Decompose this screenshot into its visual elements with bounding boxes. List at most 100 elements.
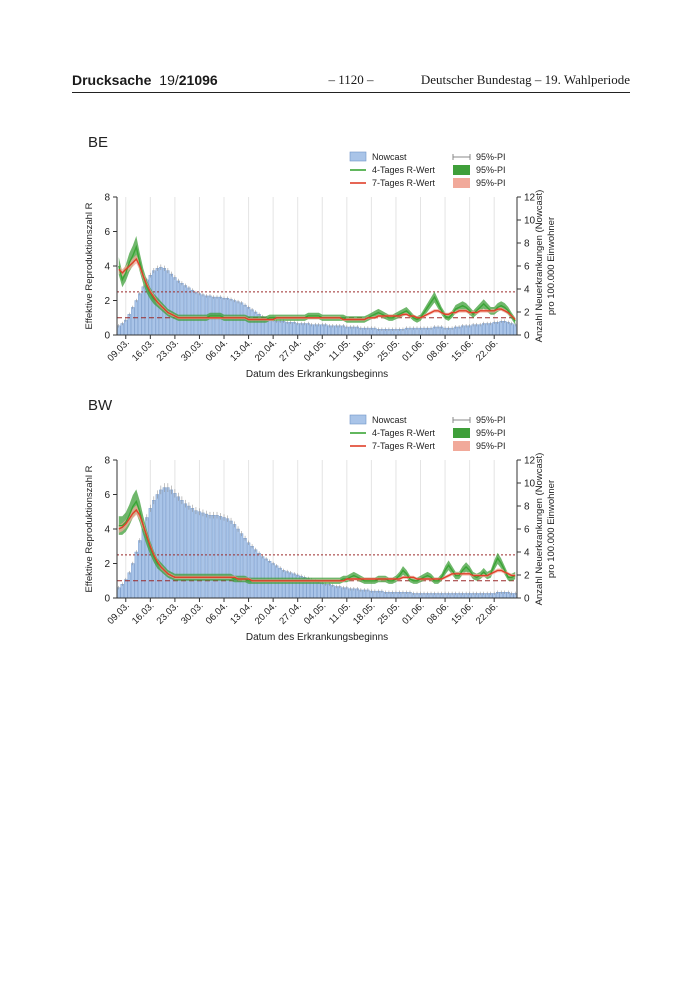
left-tick-label: 8 (104, 456, 110, 467)
x-tick-label: 27.04. (277, 600, 303, 626)
right-tick-label: 12 (524, 193, 536, 204)
nowcast-bar (225, 518, 230, 599)
x-tick-label: 20.04. (253, 600, 279, 626)
nowcast-bar (201, 512, 205, 599)
left-tick-label: 6 (104, 490, 110, 501)
legend-label-pi-r4: 95%-PI (476, 428, 506, 438)
legend-swatch-nowcast (349, 414, 367, 425)
document-number: Drucksache 19/21096 (72, 72, 218, 88)
nowcast-bar (176, 496, 181, 599)
right-tick-label: 4 (524, 285, 530, 296)
nowcast-bar (492, 322, 496, 336)
nowcast-bar (218, 516, 223, 599)
nowcast-bar (155, 494, 160, 599)
x-tick-label: 06.04. (204, 337, 230, 363)
nowcast-bar (120, 583, 124, 599)
legend-label-pi-bar: 95%-PI (476, 152, 506, 162)
nowcast-bar (271, 319, 275, 336)
nowcast-bar (211, 514, 216, 599)
nowcast-bar (327, 583, 331, 599)
legend-swatch-pi-r7 (453, 441, 470, 451)
nowcast-bar (260, 556, 265, 599)
nowcast-bar (499, 320, 503, 336)
x-tick-label: 13.04. (228, 337, 254, 363)
publisher: Deutscher Bundestag – 19. Wahlperiode (420, 72, 630, 87)
nowcast-bar (208, 514, 212, 599)
nowcast-bar (292, 322, 296, 336)
nowcast-bars (117, 264, 517, 336)
nowcast-bar (134, 551, 138, 599)
right-tick-label: 6 (524, 262, 530, 273)
nowcast-bar (257, 552, 261, 599)
nowcast-bar (320, 582, 324, 599)
x-axis-title: Datum des Erkrankungsbeginns (246, 632, 388, 643)
nowcast-bar (187, 287, 191, 336)
doc-number-bold: 21096 (178, 72, 218, 88)
doc-label: Drucksache (72, 72, 152, 88)
x-tick-label: 25.05. (376, 600, 402, 626)
legend-label-pi-bar: 95%-PI (476, 415, 506, 425)
right-tick-label: 12 (524, 456, 536, 467)
legend-label-r7: 7-Tages R-Wert (372, 441, 435, 451)
nowcast-bar (141, 528, 145, 599)
chart-bw: BW0246802468101209.03.16.03.23.03.30.03.… (84, 397, 557, 643)
right-tick-label: 4 (524, 548, 530, 559)
nowcast-bar (236, 528, 240, 599)
nowcast-bar (496, 322, 500, 336)
right-tick-label: 6 (524, 525, 530, 536)
nowcast-bar (138, 540, 142, 599)
page-number: – 1120 – (328, 72, 374, 87)
nowcast-bar (222, 517, 226, 599)
nowcast-bar (162, 268, 167, 336)
x-tick-label: 18.05. (351, 337, 377, 363)
x-tick-label: 15.06. (449, 337, 475, 363)
nowcast-bar (282, 320, 286, 336)
nowcast-bar (183, 285, 188, 336)
nowcast-bar (190, 289, 195, 336)
right-tick-label: 2 (524, 308, 530, 319)
left-tick-label: 4 (104, 525, 110, 536)
left-axis-title: Effektive Reproduktionszahl R (84, 465, 95, 592)
nowcast-bar (169, 273, 174, 336)
left-tick-label: 2 (104, 559, 110, 570)
r7-line (118, 508, 516, 582)
x-tick-label: 11.05. (327, 337, 353, 363)
nowcast-bar (253, 311, 258, 336)
x-tick-label: 30.03. (179, 337, 205, 363)
nowcast-bar (278, 320, 282, 336)
chart-title: BW (88, 397, 113, 414)
x-tick-label: 16.03. (130, 337, 156, 363)
nowcast-bar (180, 500, 184, 599)
nowcast-bar (317, 581, 321, 599)
x-tick-label: 08.06. (425, 600, 451, 626)
nowcast-bar (166, 487, 170, 599)
right-tick-label: 0 (524, 331, 530, 342)
nowcast-bar (162, 487, 167, 599)
legend-label-pi-r4: 95%-PI (476, 165, 506, 175)
legend-label-nowcast: Nowcast (372, 415, 407, 425)
doc-number-plain: 19/ (159, 72, 179, 88)
legend-label-pi-r7: 95%-PI (476, 441, 506, 451)
legend-label-r4: 4-Tages R-Wert (372, 165, 435, 175)
nowcast-bar (239, 533, 244, 599)
legend-swatch-pi-r7 (453, 178, 470, 188)
r7-line (118, 257, 516, 321)
left-tick-label: 4 (104, 262, 110, 273)
nowcast-bar (124, 319, 128, 336)
x-tick-label: 04.05. (302, 600, 328, 626)
right-tick-label: 10 (524, 216, 536, 227)
x-tick-label: 18.05. (351, 600, 377, 626)
nowcast-bar (503, 320, 507, 336)
x-tick-label: 20.04. (253, 337, 279, 363)
nowcast-bar (176, 280, 181, 336)
left-axis-title: Effektive Reproduktionszahl R (84, 202, 95, 329)
x-tick-label: 11.05. (327, 600, 353, 626)
nowcast-bar (506, 322, 510, 336)
x-tick-label: 08.06. (425, 337, 451, 363)
left-tick-label: 0 (104, 331, 110, 342)
nowcast-bar (127, 572, 131, 599)
nowcast-bar (243, 537, 247, 599)
left-tick-label: 6 (104, 227, 110, 238)
x-tick-label: 23.03. (155, 600, 181, 626)
x-axis-title: Datum des Erkrankungsbeginns (246, 369, 388, 380)
